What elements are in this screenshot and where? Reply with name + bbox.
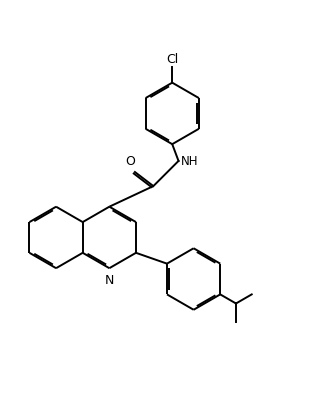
Text: N: N bbox=[105, 274, 114, 288]
Text: Cl: Cl bbox=[166, 53, 178, 66]
Text: O: O bbox=[126, 155, 136, 168]
Text: NH: NH bbox=[180, 155, 198, 169]
